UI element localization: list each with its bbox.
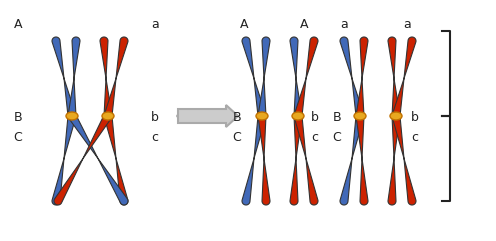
PathPatch shape — [68, 37, 80, 116]
Text: C: C — [333, 131, 341, 144]
PathPatch shape — [388, 37, 400, 116]
PathPatch shape — [52, 115, 76, 205]
Ellipse shape — [102, 112, 114, 120]
PathPatch shape — [340, 37, 364, 117]
PathPatch shape — [104, 37, 128, 117]
Text: b: b — [151, 111, 159, 124]
Text: B: B — [333, 111, 341, 124]
PathPatch shape — [356, 116, 368, 205]
Text: B: B — [14, 111, 22, 124]
Text: C: C — [13, 131, 22, 144]
PathPatch shape — [290, 37, 302, 116]
PathPatch shape — [290, 116, 302, 205]
PathPatch shape — [392, 37, 416, 117]
PathPatch shape — [242, 115, 266, 205]
PathPatch shape — [392, 115, 416, 205]
PathPatch shape — [52, 37, 76, 117]
Text: c: c — [151, 131, 159, 144]
Text: a: a — [151, 18, 159, 31]
PathPatch shape — [294, 115, 318, 205]
FancyArrow shape — [178, 105, 238, 127]
PathPatch shape — [100, 37, 112, 116]
PathPatch shape — [54, 114, 112, 205]
PathPatch shape — [258, 37, 270, 116]
Text: c: c — [412, 131, 419, 144]
Text: A: A — [240, 18, 248, 31]
Text: B: B — [233, 111, 242, 124]
Text: c: c — [311, 131, 318, 144]
Ellipse shape — [256, 112, 268, 120]
PathPatch shape — [258, 116, 270, 205]
Ellipse shape — [66, 112, 78, 120]
Text: A: A — [300, 18, 308, 31]
Text: A: A — [14, 18, 22, 31]
Ellipse shape — [354, 112, 366, 120]
Text: a: a — [340, 18, 348, 31]
Text: C: C — [233, 131, 242, 144]
PathPatch shape — [104, 115, 128, 205]
Text: b: b — [311, 111, 319, 124]
PathPatch shape — [388, 116, 400, 205]
Ellipse shape — [292, 112, 304, 120]
Text: a: a — [403, 18, 411, 31]
Ellipse shape — [390, 112, 402, 120]
PathPatch shape — [294, 37, 318, 117]
PathPatch shape — [68, 114, 128, 205]
PathPatch shape — [356, 37, 368, 116]
PathPatch shape — [242, 37, 266, 117]
Text: b: b — [411, 111, 419, 124]
PathPatch shape — [340, 115, 364, 205]
